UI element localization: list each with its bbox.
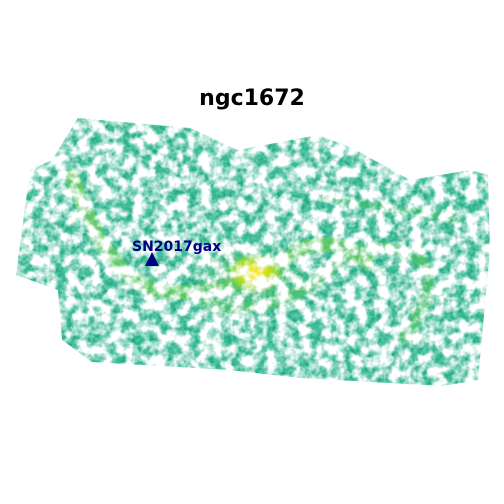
spiral-arm-north [318,190,461,225]
figure-title: ngc1672 [199,86,305,111]
triangle-up-icon [145,252,159,266]
galaxy-core [223,251,287,295]
supernova-marker: SN2017gax [132,239,221,266]
supernova-label: SN2017gax [132,239,221,255]
